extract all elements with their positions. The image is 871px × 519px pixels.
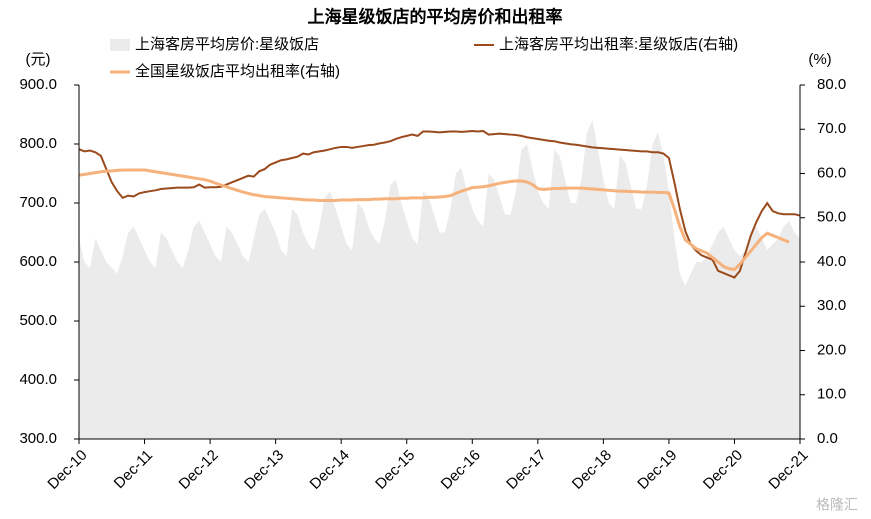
- y2-tick-label: 40.0: [817, 253, 846, 270]
- x-tick-label: Dec-20: [700, 447, 746, 493]
- y-tick-label: 400.0: [19, 371, 57, 388]
- plot: [78, 120, 801, 440]
- y-tick-label: 800.0: [19, 135, 57, 152]
- y-tick-label: 500.0: [19, 312, 57, 329]
- y2-tick-label: 50.0: [817, 209, 846, 226]
- x-tick-label: Dec-21: [765, 447, 811, 493]
- x-tick-label: Dec-16: [438, 447, 484, 493]
- y2-tick-label: 60.0: [817, 164, 846, 181]
- line: [78, 168, 790, 272]
- area: [79, 120, 800, 440]
- x-tick-label: Dec-11: [111, 447, 156, 492]
- y2-tick-label: 80.0: [817, 76, 846, 93]
- y-axis-label: (元): [26, 51, 51, 68]
- y-tick-label: 300.0: [19, 430, 57, 447]
- y2-tick-label: 0.0: [817, 430, 838, 447]
- y-tick-label: 900.0: [19, 76, 57, 93]
- line: [78, 129, 801, 279]
- legend-label: 上海客房平均出租率:星级饭店(右轴): [499, 36, 738, 53]
- legend-label: 上海客房平均房价:星级饭店: [135, 36, 319, 53]
- x-tick-label: Dec-17: [503, 447, 549, 493]
- chart-title: 上海星级饭店的平均房价和出租率: [308, 6, 563, 26]
- y-tick-label: 600.0: [19, 253, 57, 270]
- y2-tick-label: 70.0: [817, 120, 846, 137]
- x-tick-label: Dec-15: [372, 447, 418, 493]
- x-tick-label: Dec-18: [569, 447, 615, 493]
- x-tick-label: Dec-14: [307, 447, 353, 493]
- y2-tick-label: 10.0: [817, 386, 846, 403]
- y2-tick-label: 30.0: [817, 297, 846, 314]
- legend-label: 全国星级饭店平均出租率(右轴): [135, 62, 340, 80]
- y2-tick-label: 20.0: [817, 341, 846, 358]
- x-tick-label: Dec-10: [44, 447, 90, 493]
- legend-swatch: [110, 39, 130, 51]
- watermark: 格隆汇: [816, 497, 858, 513]
- x-tick-label: Dec-12: [176, 447, 222, 493]
- x-tick-label: Dec-13: [241, 447, 287, 493]
- x-tick-label: Dec-19: [634, 447, 680, 493]
- y-tick-label: 700.0: [19, 194, 57, 211]
- y2-axis-label: (%): [808, 51, 831, 68]
